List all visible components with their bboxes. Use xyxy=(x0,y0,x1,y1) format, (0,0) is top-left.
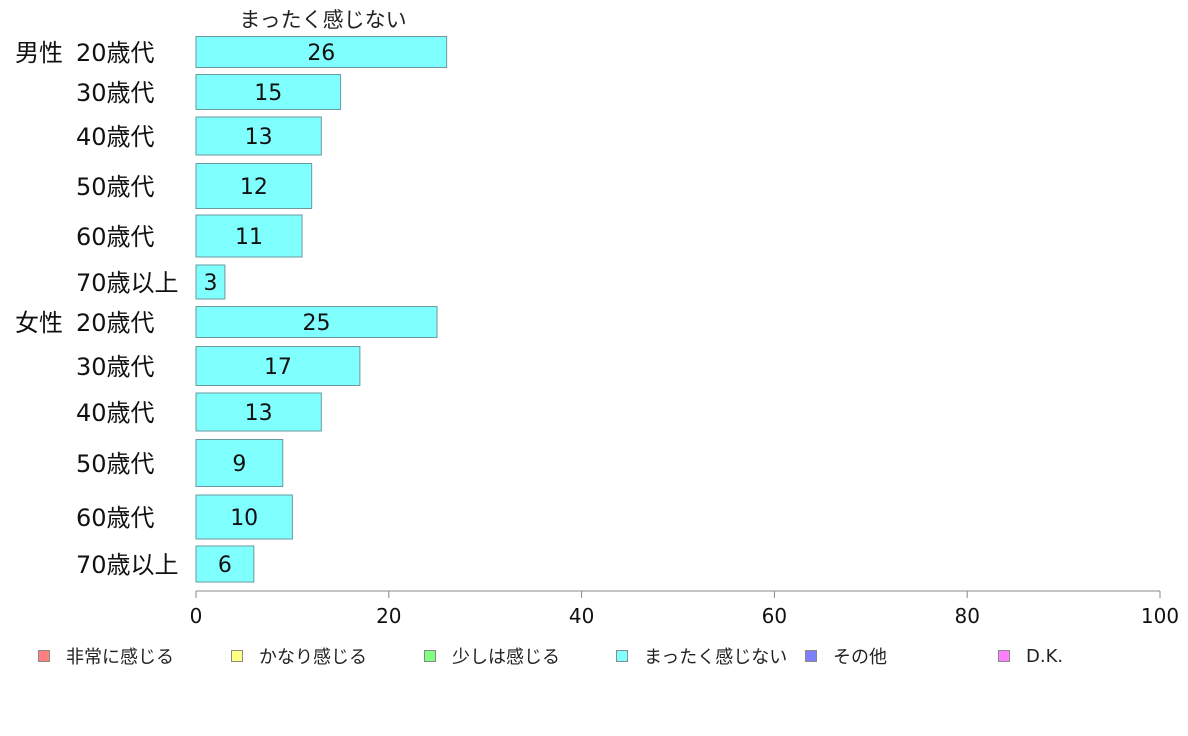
bar-5 xyxy=(195,264,226,300)
group-label-1: 女性 xyxy=(15,309,63,337)
bar-9 xyxy=(195,439,284,487)
bar-11 xyxy=(195,545,255,583)
legend-item-1: かなり感じる xyxy=(231,645,367,668)
bar-value-label-11: 6 xyxy=(218,553,232,578)
bar-value-label-2: 13 xyxy=(245,125,273,150)
bar-value-label-7: 17 xyxy=(264,355,292,380)
legend-label-1: かなり感じる xyxy=(259,647,367,668)
category-label-8: 40歳代 xyxy=(76,399,155,427)
legend-swatch-4 xyxy=(805,650,817,662)
legend-label-0: 非常に感じる xyxy=(66,647,174,668)
x-tick-label-4: 80 xyxy=(954,604,979,628)
legend-label-2: 少しは感じる xyxy=(452,647,560,668)
category-label-10: 60歳代 xyxy=(76,504,155,532)
bar-value-label-3: 12 xyxy=(240,175,268,200)
bar-4 xyxy=(195,214,303,258)
bar-value-label-6: 25 xyxy=(303,311,331,336)
bar-7 xyxy=(195,346,361,386)
legend-swatch-2 xyxy=(424,650,436,662)
category-label-2: 40歳代 xyxy=(76,123,155,151)
bar-1 xyxy=(195,74,342,110)
legend-item-0: 非常に感じる xyxy=(38,645,174,668)
legend-label-3: まったく感じない xyxy=(644,647,788,668)
legend-item-3: まったく感じない xyxy=(616,645,788,668)
legend-swatch-5 xyxy=(998,650,1010,662)
legend-label-4: その他 xyxy=(833,647,887,668)
legend-swatch-1 xyxy=(231,650,243,662)
category-label-7: 30歳代 xyxy=(76,353,155,381)
category-label-0: 20歳代 xyxy=(76,39,155,67)
legend-item-2: 少しは感じる xyxy=(424,645,560,668)
bar-value-label-8: 13 xyxy=(245,401,273,426)
bar-8 xyxy=(195,392,322,432)
x-tick-label-1: 20 xyxy=(376,604,401,628)
bar-3 xyxy=(195,163,313,209)
category-label-11: 70歳以上 xyxy=(76,551,179,579)
x-tick-label-2: 40 xyxy=(569,604,594,628)
category-label-5: 70歳以上 xyxy=(76,269,179,297)
category-label-3: 50歳代 xyxy=(76,173,155,201)
bar-2 xyxy=(195,116,322,156)
category-label-1: 30歳代 xyxy=(76,79,155,107)
legend: 非常に感じる かなり感じる 少しは感じる まったく感じない その他 D.K. xyxy=(38,645,1168,669)
column-title: まったく感じない xyxy=(239,8,407,32)
legend-item-5: D.K. xyxy=(998,645,1063,667)
group-label-0: 男性 xyxy=(15,39,63,67)
bar-10 xyxy=(195,494,293,540)
bar-value-label-0: 26 xyxy=(307,41,335,66)
bar-value-label-10: 10 xyxy=(230,506,258,531)
bar-value-label-5: 3 xyxy=(203,271,217,296)
x-tick-label-3: 60 xyxy=(762,604,787,628)
legend-swatch-0 xyxy=(38,650,50,662)
category-label-6: 20歳代 xyxy=(76,309,155,337)
category-label-4: 60歳代 xyxy=(76,223,155,251)
legend-item-4: その他 xyxy=(805,645,887,668)
bar-value-label-1: 15 xyxy=(254,81,282,106)
bar-value-label-9: 9 xyxy=(232,452,246,477)
x-tick-label-0: 0 xyxy=(190,604,203,628)
bar-6 xyxy=(195,306,438,338)
bar-value-label-4: 11 xyxy=(235,225,263,250)
bar-0 xyxy=(195,36,448,68)
legend-label-5: D.K. xyxy=(1026,645,1064,667)
x-tick-label-5: 100 xyxy=(1141,604,1179,628)
category-label-9: 50歳代 xyxy=(76,450,155,478)
legend-swatch-3 xyxy=(616,650,628,662)
